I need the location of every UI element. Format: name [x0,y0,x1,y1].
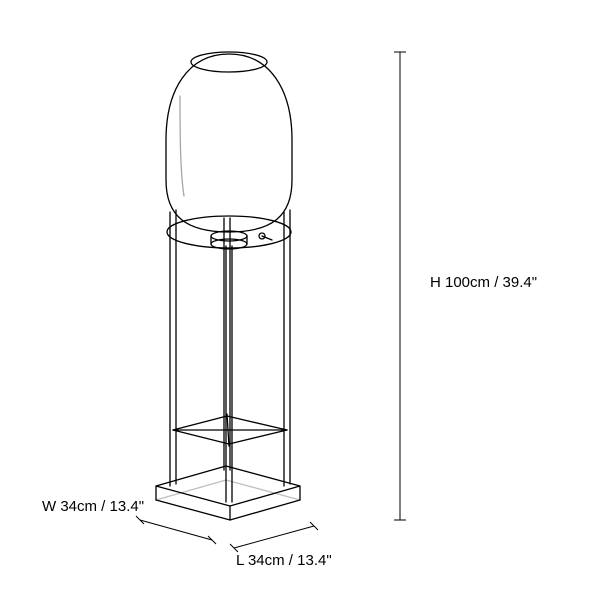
dim-label-width: W 34cm / 13.4" [42,498,144,516]
dimension-diagram: H 100cm / 39.4" W 34cm / 13.4" L 34cm / … [0,0,600,600]
dim-label-length: L 34cm / 13.4" [236,552,332,570]
dim-label-height: H 100cm / 39.4" [430,274,537,292]
